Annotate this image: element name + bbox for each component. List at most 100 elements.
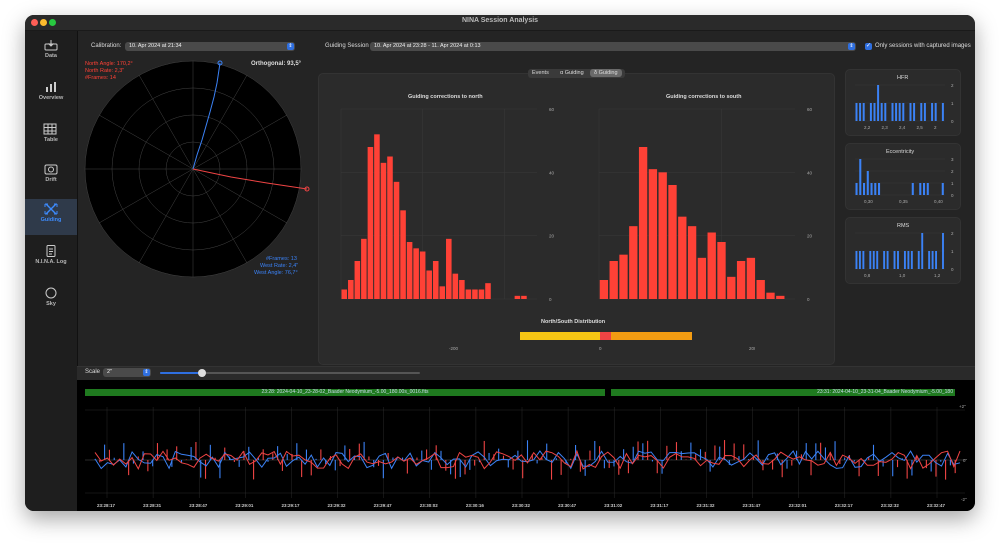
y-tick-label: 40 <box>549 170 555 175</box>
tab-dec-guiding[interactable]: δ Guiding <box>590 69 622 77</box>
y-tick-label: 2 <box>951 83 954 88</box>
time-tick-label: 23:30:47 <box>558 503 577 508</box>
sidebar-item-drift[interactable]: Drift <box>25 159 77 195</box>
time-tick-label: 23:30:32 <box>512 503 531 508</box>
histogram-bar <box>485 283 491 299</box>
stat-bar <box>931 103 934 121</box>
histogram-bar <box>341 289 348 299</box>
histogram-bar <box>678 216 687 299</box>
stat-bar <box>855 103 858 121</box>
scale-label: Scale <box>85 369 101 375</box>
close-window-button[interactable] <box>31 19 38 26</box>
stat-bar <box>926 183 929 195</box>
y-tick-label: +2" <box>959 404 966 409</box>
sidebar-item-table[interactable]: Table <box>25 119 77 155</box>
calibration-select[interactable]: 10. Apr 2024 at 21:34 ⇕ <box>125 42 295 51</box>
distribution-title: North/South Distribution <box>541 319 606 325</box>
y-tick-label: 2 <box>951 231 954 236</box>
histogram-bar <box>629 226 638 299</box>
x-tick-label: 0,40 <box>934 199 943 204</box>
histogram-bar <box>432 261 439 299</box>
chevron-updown-icon: ⇕ <box>848 43 855 50</box>
distribution-tick-label: 0 <box>599 346 602 351</box>
time-tick-label: 23:31:17 <box>650 503 669 508</box>
stat-bar <box>913 103 916 121</box>
histogram-bar <box>419 251 426 299</box>
stat-bar <box>855 183 858 195</box>
stat-bar <box>923 183 926 195</box>
histogram-bar <box>756 280 765 299</box>
x-tick-label: 1,0 <box>899 273 906 278</box>
tab-events[interactable]: Events <box>532 70 549 76</box>
sidebar-label: Data <box>45 53 57 59</box>
stat-bar <box>877 85 880 121</box>
y-tick-label: 1 <box>951 249 954 254</box>
histogram-bar <box>426 270 432 299</box>
sidebar-label: Guiding <box>40 217 62 223</box>
histogram-bar <box>521 295 527 299</box>
stat-bar <box>911 183 914 195</box>
stat-bar <box>870 183 873 195</box>
stat-bar <box>895 103 898 121</box>
guiding-timeline-chart: +2" 0" -2" 23:28:17 23:28:31 23:28:47 23:29:01… <box>85 404 968 508</box>
stat-bar <box>873 103 876 121</box>
sidebar-label: Table <box>44 137 58 143</box>
y-tick-label: 0 <box>549 297 552 302</box>
south-distribution-segment <box>603 332 692 340</box>
arrows-icon <box>44 203 58 215</box>
exposure-bar[interactable]: 23:31: 2024-04-10_23-31-04_Baader Neodym… <box>611 389 955 396</box>
histogram-bar <box>668 185 677 299</box>
stat-bar <box>919 183 922 195</box>
scale-slider[interactable] <box>160 369 420 377</box>
time-tick-label: 23:29:47 <box>374 503 393 508</box>
time-tick-label: 23:32:01 <box>789 503 808 508</box>
north-chart-title: Guiding corrections to north <box>408 94 483 100</box>
sidebar-item-data[interactable]: Data <box>25 35 77 71</box>
histogram-bar <box>658 172 667 299</box>
tab-ra-guiding[interactable]: α Guiding <box>560 70 584 76</box>
sidebar-item-sky[interactable]: Sky <box>25 283 77 319</box>
x-tick-label: 0,30 <box>864 199 873 204</box>
stat-bar <box>910 251 913 269</box>
stat-bar <box>862 251 865 269</box>
west-angle-text: West Angle: 76,7° <box>254 270 298 276</box>
histogram-bar <box>459 280 465 299</box>
x-tick-label: 0,35 <box>899 199 908 204</box>
sidebar-item-guiding[interactable]: Guiding <box>25 199 77 235</box>
stat-bar <box>931 251 934 269</box>
x-tick-label: 2,5 <box>917 125 924 130</box>
histogram-bar <box>697 257 707 299</box>
y-tick-label: -2" <box>961 497 967 502</box>
histogram-bar <box>472 289 478 299</box>
time-tick-label: 23:32:17 <box>835 503 854 508</box>
north-distribution-segment <box>520 332 603 340</box>
only-captured-checkbox[interactable]: ✓ <box>865 43 872 50</box>
scale-slider-fill <box>160 372 202 374</box>
scale-slider-knob[interactable] <box>197 369 206 377</box>
hfr-histogram: 2 1 0 2,2 2,3 2,4 2,5 2 <box>855 83 954 130</box>
guiding-session-select[interactable]: 10. Apr 2024 at 23:28 - 11. Apr 2024 at … <box>370 42 856 51</box>
minimize-window-button[interactable] <box>40 19 47 26</box>
histogram-bar <box>514 295 521 299</box>
exposure-bar[interactable]: 23:28: 2024-04-10_23-28-02_Baader Neodym… <box>85 389 605 396</box>
histogram-bar <box>638 147 648 299</box>
y-tick-label: 0 <box>951 119 954 124</box>
sidebar-item-overview[interactable]: Overview <box>25 77 77 113</box>
stat-bar <box>862 103 865 121</box>
center-distribution-segment <box>600 332 611 340</box>
stat-bar <box>935 251 938 269</box>
stat-bar <box>878 183 881 195</box>
sidebar-item-nina-log[interactable]: N.I.N.A. Log <box>25 241 77 277</box>
stat-bar <box>898 103 901 121</box>
stat-bar <box>941 103 944 121</box>
guiding-session-value: 10. Apr 2024 at 23:28 - 11. Apr 2024 at … <box>374 43 481 49</box>
timeline-area <box>77 380 975 511</box>
zoom-window-button[interactable] <box>49 19 56 26</box>
only-captured-label: Only sessions with captured images <box>875 43 971 49</box>
stat-bar <box>942 233 944 269</box>
y-tick-label: 60 <box>807 107 813 112</box>
hfr-panel <box>845 69 961 136</box>
eccentricity-panel <box>845 143 961 210</box>
histogram-bar <box>687 226 697 299</box>
scale-select[interactable]: 2" ⇕ <box>103 368 151 377</box>
